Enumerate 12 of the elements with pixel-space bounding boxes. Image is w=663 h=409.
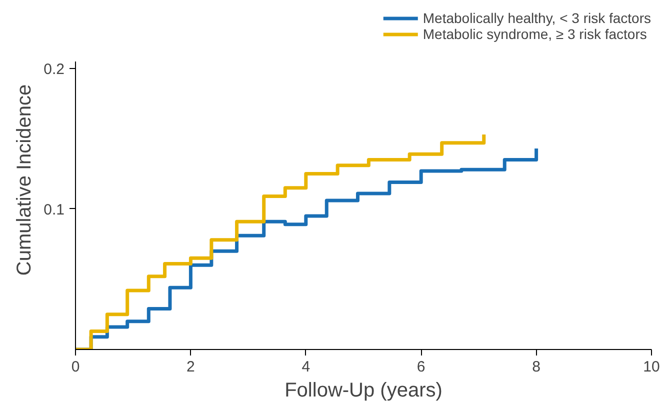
y-axis-title: Cumulative Incidence xyxy=(14,84,36,276)
x-tick-label: 0 xyxy=(71,358,80,376)
y-tick-label: 0.2 xyxy=(44,60,65,78)
x-tick-label: 10 xyxy=(643,358,660,376)
legend-label: Metabolically healthy, < 3 risk factors xyxy=(422,10,651,26)
x-axis-title: Follow-Up (years) xyxy=(284,380,442,402)
x-tick-label: 4 xyxy=(302,358,310,376)
x-tick-label: 8 xyxy=(532,358,540,376)
x-tick-label: 2 xyxy=(186,358,195,376)
legend-label: Metabolic syndrome, ≥ 3 risk factors xyxy=(422,26,647,42)
y-tick-label: 0.1 xyxy=(44,201,65,218)
x-tick-label: 6 xyxy=(416,358,426,376)
